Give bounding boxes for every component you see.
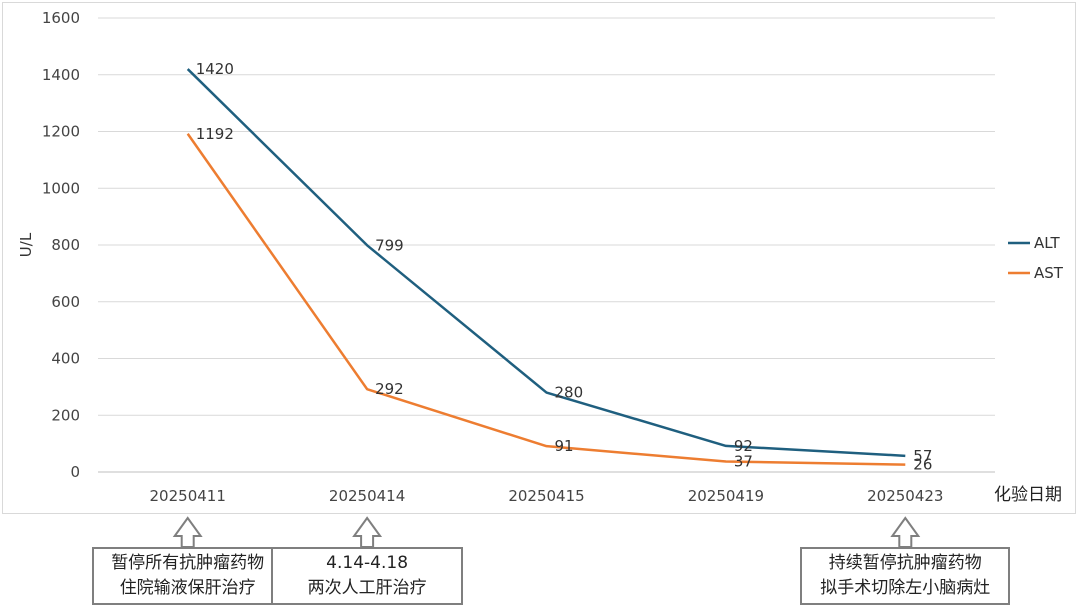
annotation-text: 持续暂停抗肿瘤药物	[828, 553, 982, 573]
data-label: 292	[375, 380, 404, 398]
annotation-arrow	[890, 516, 921, 548]
series-line-alt	[186, 68, 906, 458]
x-tick-labels: 20250411 20250414 20250415 20250419 20250423	[150, 487, 944, 505]
legend: ALT AST	[1008, 234, 1064, 282]
annotation-arrows	[172, 516, 921, 548]
y-tick-labels: 0 200 400 600 800 1000 1200 1400 1600	[42, 9, 80, 481]
data-label: 26	[913, 456, 932, 474]
data-label: 1192	[196, 125, 234, 143]
y-tick-label: 800	[51, 236, 80, 254]
annotation-box: 4.14-4.18 两次人工肝治疗	[271, 547, 464, 605]
x-tick-label: 20250411	[150, 487, 226, 505]
annotation-box: 持续暂停抗肿瘤药物 拟手术切除左小脑病灶	[800, 547, 1011, 605]
y-tick-label: 1200	[42, 123, 80, 141]
data-label: 91	[555, 437, 574, 455]
legend-label: AST	[1034, 264, 1064, 282]
y-tick-label: 200	[51, 406, 80, 424]
y-tick-label: 1400	[42, 66, 80, 84]
y-tick-label: 600	[51, 293, 80, 311]
x-tick-label: 20250414	[329, 487, 405, 505]
annotation-text: 拟手术切除左小脑病灶	[820, 578, 991, 598]
annotation-text: 4.14-4.18	[326, 553, 409, 573]
x-tick-label: 20250415	[508, 487, 584, 505]
gridlines	[98, 17, 995, 473]
data-label: 37	[734, 453, 753, 471]
annotation-text: 两次人工肝治疗	[307, 578, 427, 598]
annotation-text: 暂停所有抗肿瘤药物	[111, 553, 265, 573]
x-tick-label: 20250423	[867, 487, 943, 505]
y-axis-label: U/L	[17, 232, 35, 257]
data-label: 280	[555, 384, 584, 402]
annotation-arrow	[172, 516, 203, 548]
y-tick-label: 400	[51, 350, 80, 368]
y-tick-label: 0	[70, 463, 80, 481]
data-labels: 1420 799 280 92 57 1192 292 91 37 26	[196, 60, 933, 474]
data-label: 92	[734, 437, 753, 455]
annotation-text: 住院输液保肝治疗	[119, 578, 256, 598]
legend-label: ALT	[1034, 234, 1061, 252]
series-lines	[186, 68, 906, 466]
y-tick-label: 1600	[42, 9, 80, 27]
y-tick-label: 1000	[42, 179, 80, 197]
x-axis-label: 化验日期	[994, 485, 1062, 505]
annotation-box: 暂停所有抗肿瘤药物 住院输液保肝治疗	[91, 547, 284, 605]
data-label: 799	[375, 236, 404, 254]
series-line-ast	[186, 133, 906, 466]
data-label: 57	[913, 447, 932, 465]
x-tick-label: 20250419	[688, 487, 764, 505]
data-label: 1420	[196, 60, 234, 78]
annotation-arrow	[352, 516, 383, 548]
chart-frame	[2, 2, 1076, 514]
